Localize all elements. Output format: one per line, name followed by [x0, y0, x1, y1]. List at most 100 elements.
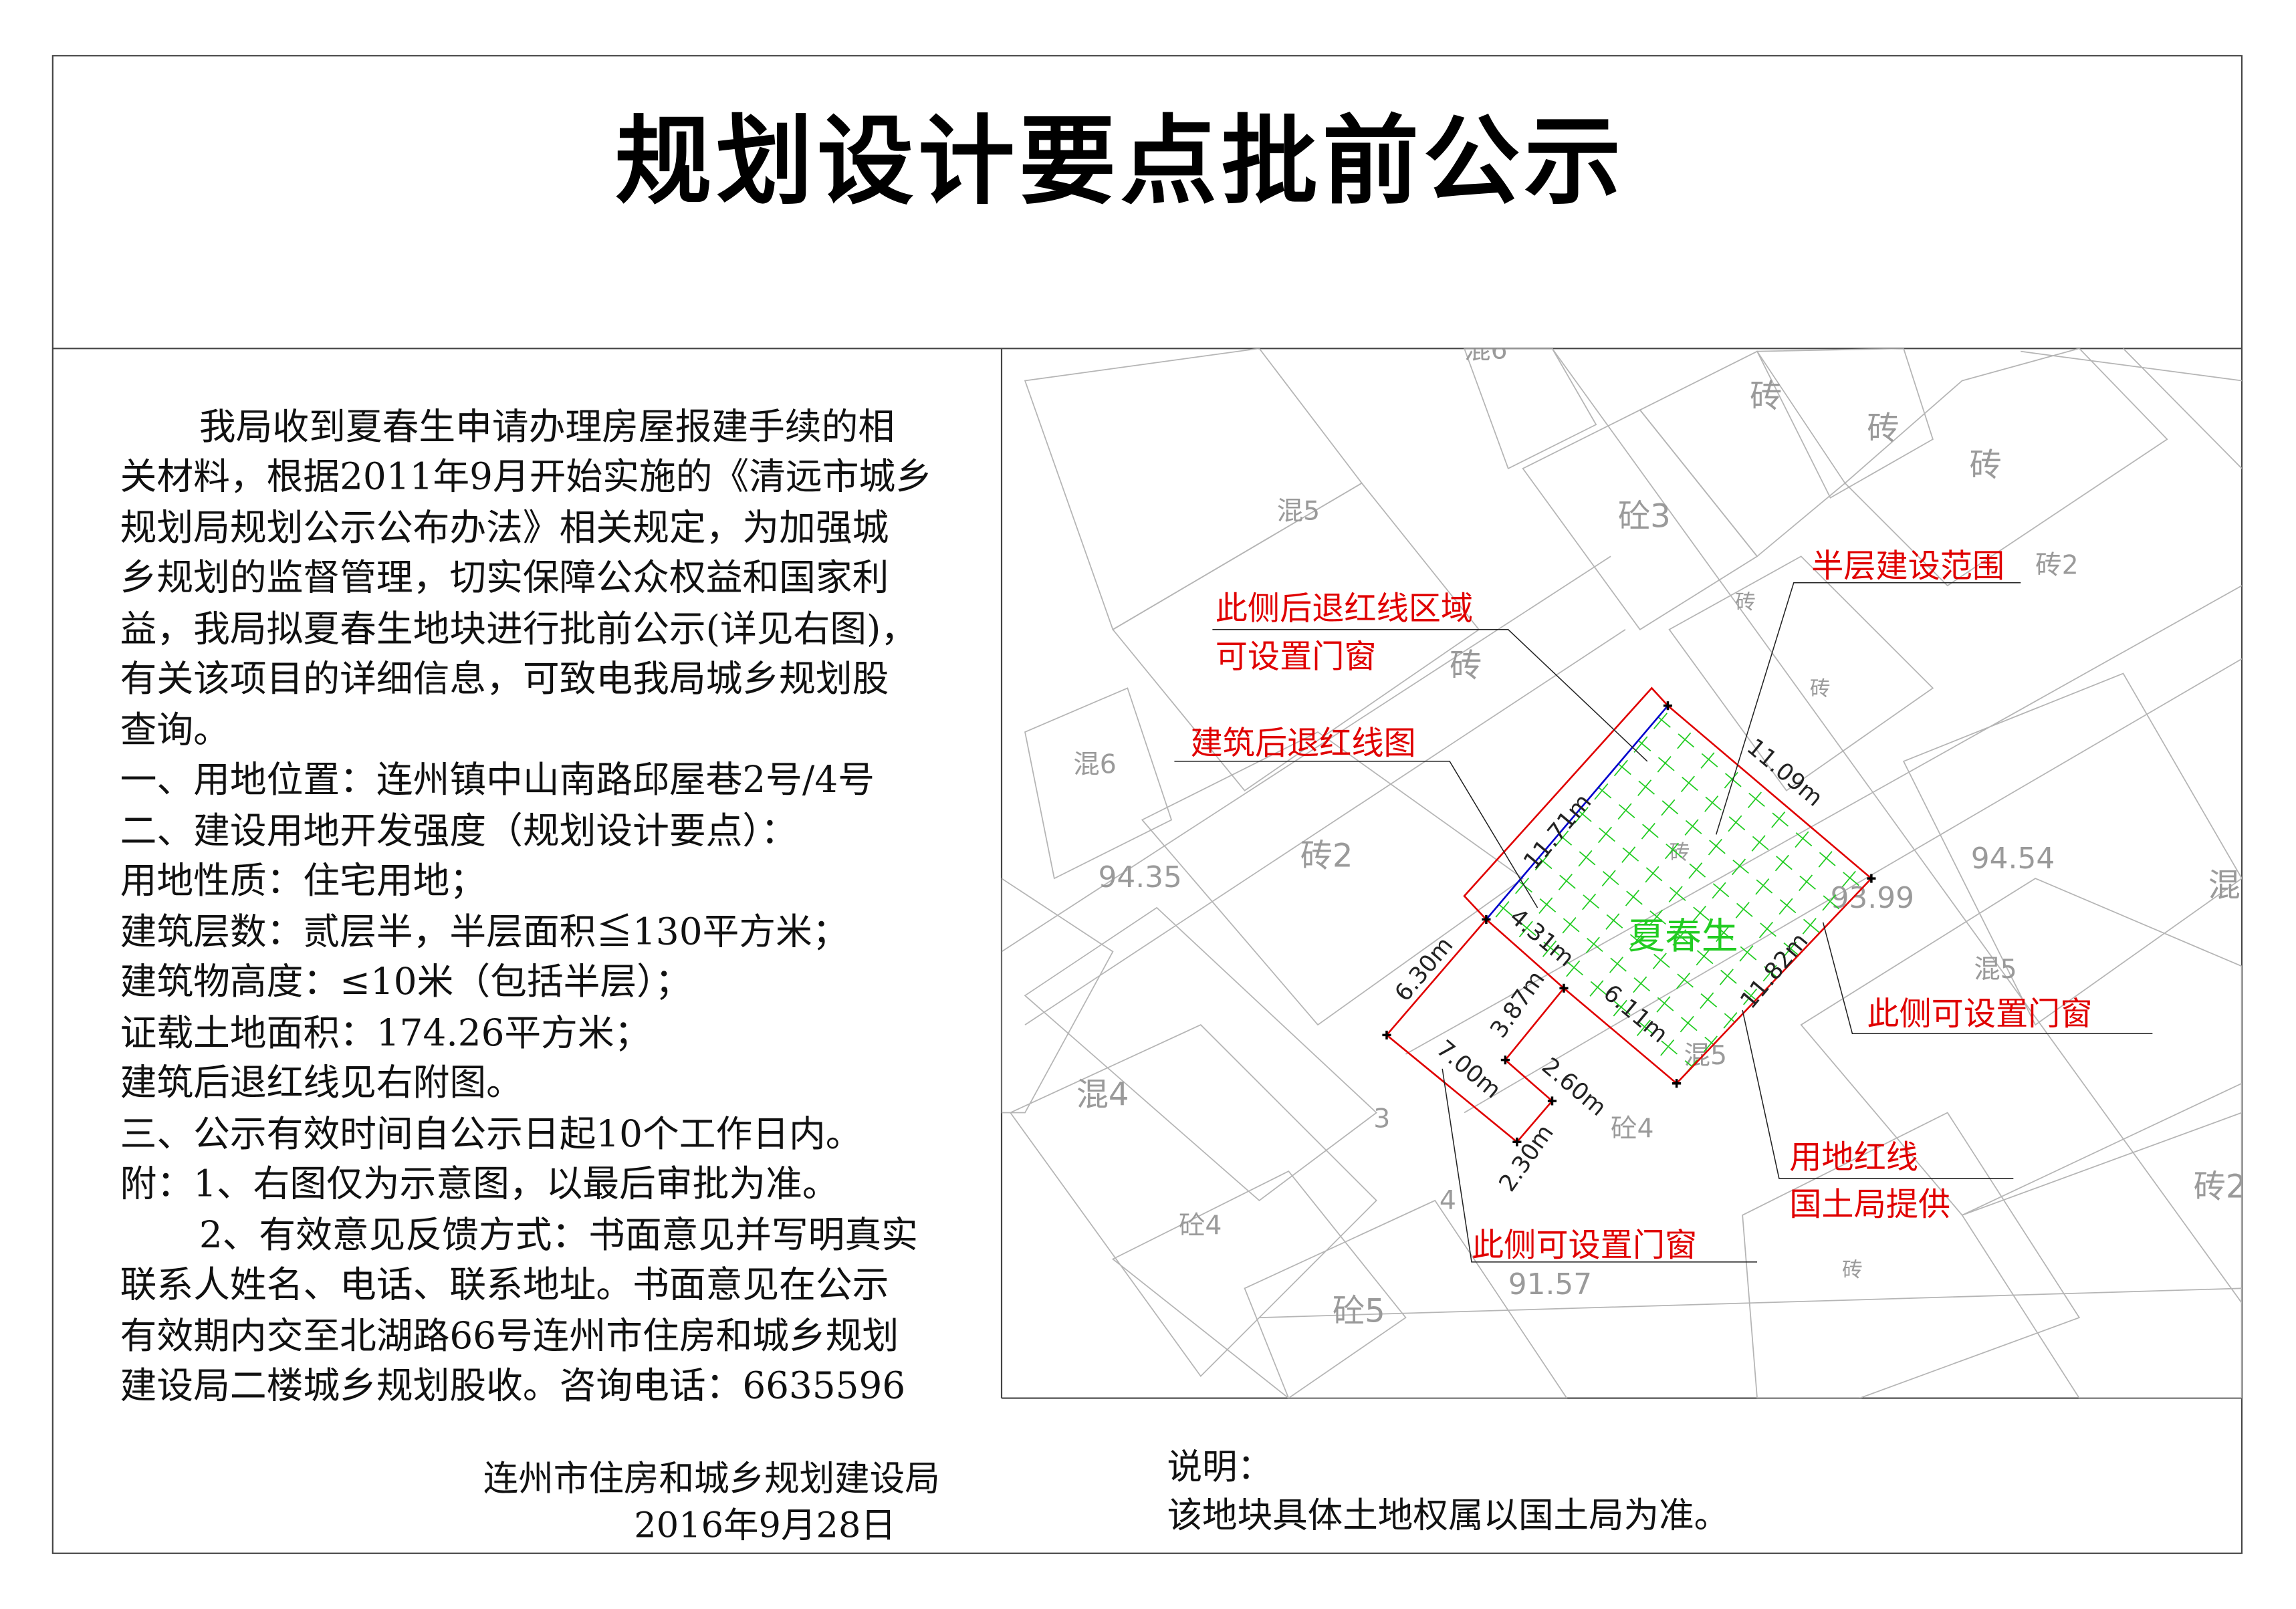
body-line: 2、有效意见反馈方式：书面意见并写明真实 [199, 1213, 918, 1256]
grid-line [1486, 705, 1871, 1084]
map-label: 砼4 [1611, 1114, 1653, 1144]
grid-line [1486, 705, 1871, 1084]
dimension-labels: 11.71m 11.09m 11.82m 6.30m 4.31m 6.11m 3… [1389, 733, 1828, 1197]
grid-line [1486, 822, 1836, 1084]
map-label: 砼4 [1179, 1210, 1222, 1241]
vertex-marker-icon [1482, 914, 1491, 924]
map-label: 3 [1373, 1103, 1390, 1134]
vertex-marker-icon [1500, 1056, 1510, 1065]
map-label: 国土局提供 [1789, 1186, 1950, 1223]
map-label: 4.31m [1504, 903, 1579, 972]
map-label: 混6 [1073, 749, 1116, 779]
map-annotations: 此侧后退红线区域 可设置门窗 建筑后退红线图 半层建设范围 此侧可设置门窗 用地… [1191, 547, 2093, 1264]
vertex-marker-icon [1559, 983, 1569, 993]
map-label: 94.54 [1971, 842, 2055, 876]
grid-line [1486, 705, 1871, 1011]
map-label: 砼5 [1333, 1293, 1385, 1330]
vertex-marker-icon [1547, 1096, 1557, 1106]
map-label: 砖2 [1300, 838, 1353, 875]
map-label: 半层建设范围 [1811, 547, 2004, 585]
map-label: 混5 [1684, 1040, 1727, 1071]
map-label: 砖 [1735, 591, 1756, 614]
map-label: 砖 [1670, 842, 1690, 865]
map-label: 4 [1440, 1185, 1456, 1216]
body-line: 附：1、右图仅为示意图，以最后审批为准。 [120, 1162, 839, 1205]
surrounding-buildings [1001, 348, 2242, 1398]
map-label: 用地红线 [1789, 1139, 1918, 1177]
map-label: 砼3 [1618, 497, 1671, 535]
site-red-line [1385, 687, 1873, 1144]
body-line: 建筑后退红线见右附图。 [120, 1061, 523, 1104]
page-title: 规划设计要点批前公示 [615, 106, 1625, 218]
map-label: 混6 [1464, 335, 1507, 366]
body-line: 一、用地位置：连州镇中山南路邱屋巷2号/4号 [120, 758, 875, 801]
map-label: 此侧可设置门窗 [1472, 1227, 1697, 1264]
body-line: 有关该项目的详细信息，可致电我局城乡规划股 [120, 657, 889, 700]
vertex-marker-icon [1382, 1030, 1391, 1040]
grid-line [1486, 705, 1842, 1084]
body-line: 证载土地面积：174.26平方米； [120, 1011, 651, 1054]
vertex-marker-icon [1672, 1079, 1682, 1088]
note-text: 该地块具体土地权属以国土局为准。 [1167, 1495, 1729, 1535]
map-label: 93.99 [1831, 881, 1914, 915]
body-line: 建设局二楼城乡规划股收。咨询电话：6635596 [120, 1364, 906, 1407]
body-line: 规划局规划公示公布办法》相关规定，为加强城 [120, 506, 889, 549]
map-label: 建筑后退红线图 [1191, 725, 1416, 762]
grid-line [1486, 705, 1871, 1084]
map-label: 混5 [1974, 954, 2017, 985]
grid-line [1486, 705, 1871, 1084]
note-heading: 说明： [1167, 1447, 1272, 1487]
map-label: 此侧后退红线区域 [1216, 590, 1473, 627]
body-line: 用地性质：住宅用地； [120, 859, 487, 902]
issue-date: 2016年9月28日 [634, 1505, 896, 1546]
building-labels: 混6 混5 砼3 砖 砖 砖 砖2 砖 砖 混6 砖2 砖 砖 混5 混4 砼4… [1073, 335, 2247, 1330]
body-line: 我局收到夏春生申请办理房屋报建手续的相 [199, 405, 895, 448]
grid-line [1486, 705, 1871, 1084]
setback-blue-line [1485, 705, 1669, 920]
grid-line [1577, 705, 1871, 894]
map-label: 砖 [1750, 378, 1782, 415]
map-label: 混5 [1277, 496, 1320, 527]
owner-label: 夏春生 [1628, 914, 1738, 957]
map-label: 砖2 [2194, 1168, 2247, 1206]
map-label: 砖 [1810, 677, 1831, 701]
grid-line [1537, 705, 1871, 941]
body-line: 益，我局拟夏春生地块进行批前公示(详见右图)， [120, 607, 917, 650]
body-line: 关材料，根据2011年9月开始实施的《清远市城乡 [120, 455, 932, 498]
body-line: 三、公示有效时间自公示日起10个工作日内。 [120, 1112, 863, 1155]
grid-line [1486, 705, 1871, 1084]
grid-line [1486, 705, 1871, 1084]
grid-line [1653, 773, 1871, 1084]
map-label: 砖 [1970, 447, 2002, 484]
map-label: 可设置门窗 [1216, 638, 1377, 676]
grid-line [1486, 705, 1677, 993]
body-line: 查询。 [120, 708, 230, 751]
site-map: 混6 混5 砼3 砖 砖 砖 砖2 砖 砖 混6 砖2 砖 砖 混5 混4 砼4… [1000, 335, 2247, 1399]
map-label: 砖 [1450, 647, 1482, 685]
vertex-markers [1382, 701, 1876, 1146]
map-label: 砖 [1842, 1259, 1863, 1282]
map-label: 2.60m [1536, 1052, 1611, 1121]
map-label: 混4 [1076, 1076, 1129, 1114]
map-label: 11.82m [1735, 928, 1814, 1014]
map-label: 6.30m [1389, 932, 1458, 1007]
body-line: 建筑层数：贰层半，半层面积≦130平方米； [120, 910, 849, 953]
vertex-marker-icon [1663, 701, 1673, 711]
body-line: 二、建设用地开发强度（规划设计要点）： [120, 810, 798, 852]
grid-line [1629, 753, 1871, 1084]
grid-line [1488, 705, 1871, 1084]
notice-body: 我局收到夏春生申请办理房屋报建手续的相 关材料，根据2011年9月开始实施的《清… [120, 405, 932, 1406]
map-label: 此侧可设置门窗 [1867, 995, 2092, 1033]
body-line: 有效期内交至北湖路66号连州市住房和城乡规划 [120, 1314, 899, 1357]
map-label: 11.71m [1518, 789, 1597, 875]
vertex-marker-icon [1512, 1137, 1522, 1146]
elevation-labels: 94.35 94.54 93.99 91.57 [1099, 842, 2055, 1302]
issuing-org: 连州市住房和城乡规划建设局 [483, 1459, 940, 1499]
vertex-marker-icon [1867, 874, 1876, 883]
map-label: 砖2 [2035, 550, 2078, 581]
body-line: 联系人姓名、电话、联系地址。书面意见在公示 [120, 1263, 889, 1306]
map-label: 94.35 [1099, 860, 1182, 894]
outer-frame [51, 55, 2243, 1554]
leader-lines [1174, 582, 2153, 1263]
